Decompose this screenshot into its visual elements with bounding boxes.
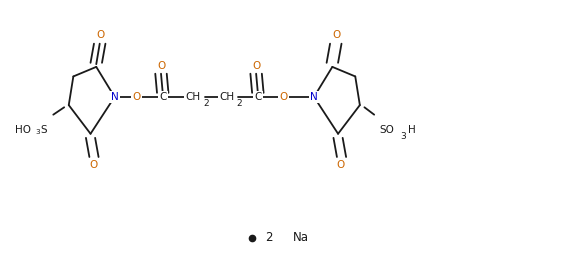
Text: C: C	[254, 92, 261, 102]
Text: CH: CH	[219, 92, 234, 102]
Text: O: O	[157, 61, 165, 70]
Text: HO: HO	[15, 125, 31, 135]
Text: N: N	[310, 92, 318, 102]
Text: $_3$S: $_3$S	[36, 123, 48, 136]
Text: O: O	[279, 92, 287, 102]
Text: O: O	[97, 31, 105, 40]
Text: SO: SO	[379, 125, 394, 135]
Text: 2: 2	[203, 99, 209, 108]
Text: Na: Na	[293, 231, 309, 244]
Text: 2: 2	[237, 99, 242, 108]
Text: O: O	[333, 31, 341, 40]
Text: O: O	[89, 160, 97, 170]
Text: O: O	[252, 61, 260, 70]
Text: 2: 2	[265, 231, 273, 244]
Text: C: C	[159, 92, 166, 102]
Text: H: H	[407, 125, 415, 135]
Text: CH: CH	[186, 92, 201, 102]
Text: O: O	[132, 92, 140, 102]
Text: 3: 3	[400, 132, 406, 141]
Text: O: O	[337, 160, 345, 170]
Text: N: N	[111, 92, 119, 102]
